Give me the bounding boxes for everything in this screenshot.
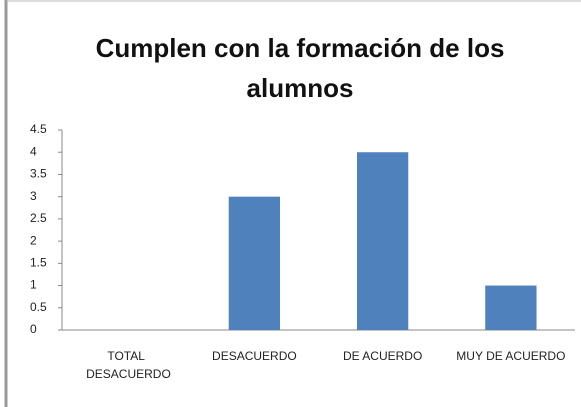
chart-title: Cumplen con la formación de los alumnos	[95, 33, 505, 103]
y-tick-label: 1	[30, 278, 37, 292]
y-tick-label: 1.5	[30, 256, 47, 270]
y-tick-label: 2.5	[30, 211, 47, 225]
y-tick-label: 3	[30, 189, 37, 203]
y-tick-label: 0	[30, 322, 37, 336]
y-tick-label: 4.5	[30, 122, 47, 136]
x-tick-label: DE ACUERDO	[342, 349, 423, 363]
bar	[485, 285, 537, 330]
y-tick-label: 2	[30, 233, 37, 247]
x-tick-label: MUY DE ACUERDO	[456, 349, 566, 363]
x-tick-label: TOTAL DESACUERDO	[86, 349, 171, 381]
x-tick-label: DESACUERDO	[212, 349, 297, 363]
y-tick-label: 4	[30, 144, 37, 158]
bar	[356, 152, 409, 330]
y-tick-label: 0.5	[30, 300, 47, 314]
y-tick-label: 3.5	[30, 167, 47, 181]
bar	[228, 196, 281, 330]
